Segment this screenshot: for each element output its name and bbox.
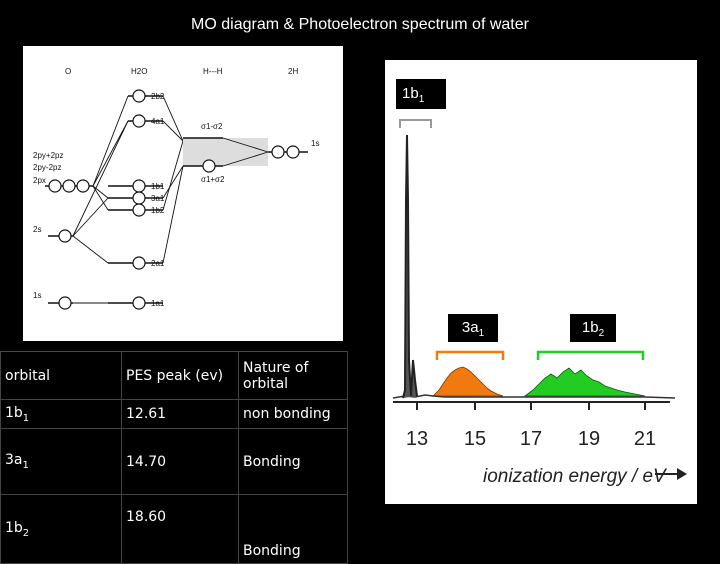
hh-label-bond: σ1+σ2 xyxy=(201,175,225,184)
cell-orbital: 1b2 xyxy=(0,494,122,564)
tick-13: 13 xyxy=(406,428,428,450)
mo-label-1b1: 1b1 xyxy=(151,182,165,191)
pes-label-3a1: 3a1 xyxy=(448,314,498,342)
peak-1b1 xyxy=(402,134,418,399)
tick-17: 17 xyxy=(520,428,542,450)
header-nature: Nature of orbital xyxy=(238,351,348,400)
col-header-o: O xyxy=(65,67,71,76)
table-row: 1b2 18.60 Bonding xyxy=(0,494,348,564)
bracket-3a1 xyxy=(435,350,505,360)
cell-peak: 18.60 xyxy=(121,494,239,564)
col-header-hh: H---H xyxy=(203,67,223,76)
mo-label-1a1: 1a1 xyxy=(151,299,165,308)
cell-nature: Bonding xyxy=(238,494,348,564)
cell-peak: 12.61 xyxy=(121,399,239,429)
mo-label-4a1: 4a1 xyxy=(151,117,165,126)
mo-label-2a1: 2a1 xyxy=(151,259,165,268)
pes-label-1b2: 1b2 xyxy=(570,314,616,342)
table-row: 1b1 12.61 non bonding xyxy=(0,399,348,429)
o-label-4: 2s xyxy=(33,225,41,234)
table-row: 3a1 14.70 Bonding xyxy=(0,428,348,495)
cell-peak: 14.70 xyxy=(121,428,239,495)
h-label-1s: 1s xyxy=(311,139,319,148)
bracket-1b1 xyxy=(399,119,432,128)
orbital-table: orbital PES peak (ev) Nature of orbital … xyxy=(0,351,348,564)
pes-spectrum: 13 15 17 19 21 ionization energy / eV xyxy=(385,60,697,504)
tick-19: 19 xyxy=(578,428,600,450)
cell-orbital: 1b1 xyxy=(0,399,122,429)
o-label-1: 2py+2pz xyxy=(33,151,63,160)
header-orbital: orbital xyxy=(0,351,122,400)
tick-21: 21 xyxy=(634,428,656,450)
mo-label-2b2: 2b2 xyxy=(151,92,165,101)
mo-diagram: O H2O H---H 2H 2py+2pz 2py-2pz 2px 2s 1s xyxy=(23,46,343,341)
cell-orbital: 3a1 xyxy=(0,428,122,495)
page-title: MO diagram & Photoelectron spectrum of w… xyxy=(191,16,529,33)
mo-label-1b2: 1b2 xyxy=(151,206,165,215)
o-label-2: 2py-2pz xyxy=(33,163,61,172)
cell-nature: Bonding xyxy=(238,428,348,495)
pes-label-1b1: 1b1 xyxy=(396,79,446,109)
col-header-2h: 2H xyxy=(288,67,298,76)
header-pes-peak: PES peak (ev) xyxy=(121,351,239,400)
tick-15: 15 xyxy=(464,428,486,450)
bracket-1b2 xyxy=(536,350,645,360)
cell-nature: non bonding xyxy=(238,399,348,429)
col-header-h2o: H2O xyxy=(131,67,147,76)
hh-label-antibond: σ1-σ2 xyxy=(201,122,223,131)
axis-label: ionization energy / eV xyxy=(483,466,668,487)
mo-label-3a1: 3a1 xyxy=(151,194,165,203)
band-3a1 xyxy=(432,366,504,397)
o-label-5: 1s xyxy=(33,291,41,300)
band-1b2 xyxy=(523,367,646,397)
axis-arrow-icon xyxy=(677,468,687,480)
table-header-row: orbital PES peak (ev) Nature of orbital xyxy=(0,351,348,400)
o-label-3: 2px xyxy=(33,176,46,185)
